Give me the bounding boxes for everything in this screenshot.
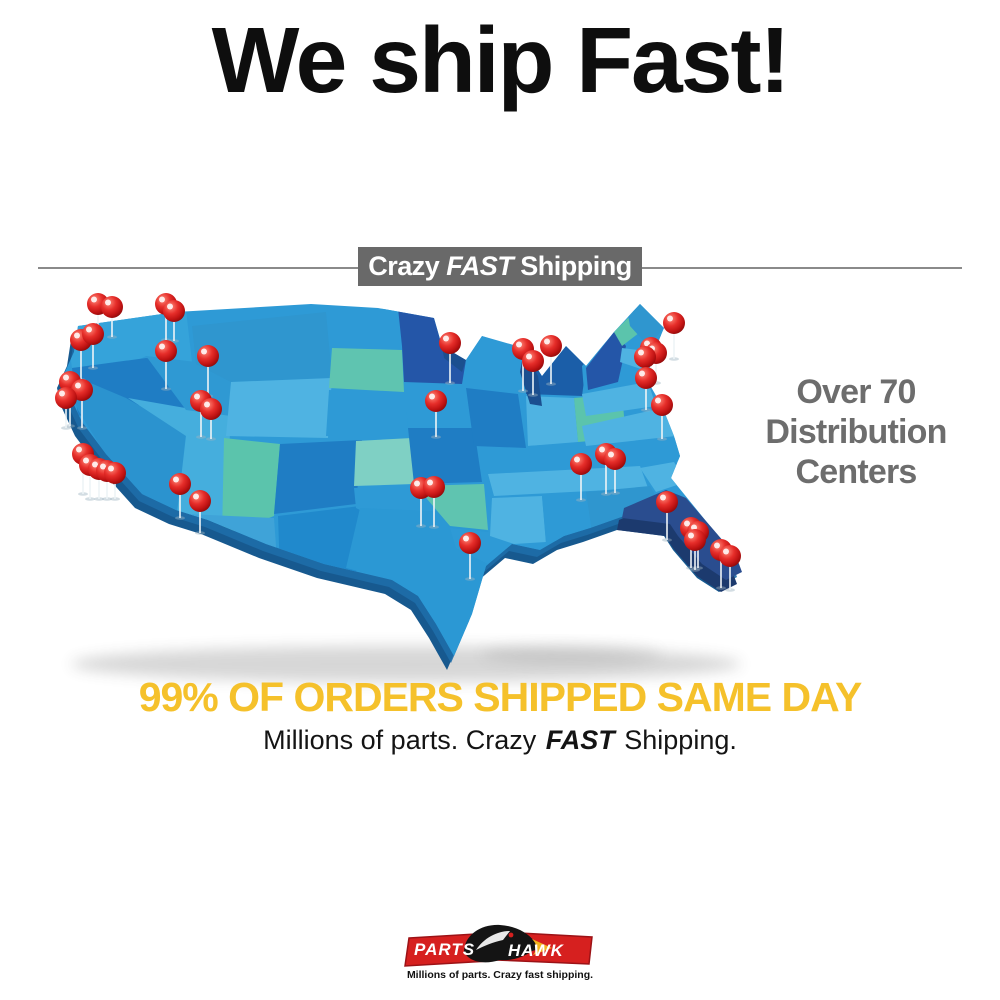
ribbon: Crazy FAST Shipping (358, 247, 642, 286)
distribution-pin (522, 350, 544, 372)
subclaim-suffix: Shipping. (624, 725, 737, 755)
usa-map-svg (55, 293, 742, 682)
distribution-centers-note: Over 70 Distribution Centers (748, 372, 964, 492)
distribution-pin (634, 346, 656, 368)
florida-top (622, 490, 742, 580)
usa-distribution-map (24, 286, 748, 686)
distribution-pin (189, 490, 211, 512)
same-day-claim: 99% OF ORDERS SHIPPED SAME DAY (138, 674, 863, 720)
subclaim-prefix: Millions of parts. Crazy (263, 725, 537, 755)
distribution-pin (663, 312, 685, 334)
distribution-pin (635, 367, 657, 389)
hawk-head-icon (464, 924, 543, 963)
logo-tagline: Millions of parts. Crazy fast shipping. (406, 969, 594, 981)
ribbon-text-prefix: Crazy (368, 251, 440, 281)
note-line-1: Over 70 (796, 373, 916, 411)
florida-extrusion (617, 502, 737, 592)
distribution-pin (656, 491, 678, 513)
distribution-pin (540, 335, 562, 357)
ribbon-text-suffix: Shipping (520, 251, 632, 281)
state-patches (64, 304, 686, 656)
note-line-2: Distribution (765, 413, 947, 452)
distribution-pin (163, 300, 185, 322)
distribution-pin (55, 387, 77, 409)
partshawk-logo: PARTS HAWK Millions of parts. Crazy fast… (0, 920, 1000, 981)
distribution-pin (459, 532, 481, 554)
subclaim: Millions of parts. Crazy FAST Shipping. (0, 725, 1000, 756)
hawk-eye (508, 932, 514, 938)
distribution-pin (155, 340, 177, 362)
distribution-pin (425, 390, 447, 412)
distribution-pins (55, 293, 741, 592)
distribution-pin (104, 462, 126, 484)
distribution-pin (684, 529, 706, 551)
distribution-pin (570, 453, 592, 475)
hawk-beak (532, 939, 552, 955)
subclaim-emphasis: FAST (545, 725, 615, 755)
distribution-pin (719, 545, 741, 567)
distribution-pin (604, 448, 626, 470)
distribution-pin (101, 296, 123, 318)
distribution-pin (439, 332, 461, 354)
logo-word-parts: PARTS (414, 940, 475, 959)
distribution-pin (197, 345, 219, 367)
ribbon-text-emphasis: FAST (446, 251, 514, 281)
distribution-pin (169, 473, 191, 495)
page-title: We ship Fast! (211, 8, 791, 112)
distribution-pin (423, 476, 445, 498)
logo-word-hawk: HAWK (508, 941, 565, 960)
distribution-pin (82, 323, 104, 345)
distribution-pin (651, 394, 673, 416)
note-line-3: Centers (795, 453, 917, 492)
partshawk-logo-svg: PARTS HAWK (404, 924, 593, 967)
distribution-pin (200, 398, 222, 420)
